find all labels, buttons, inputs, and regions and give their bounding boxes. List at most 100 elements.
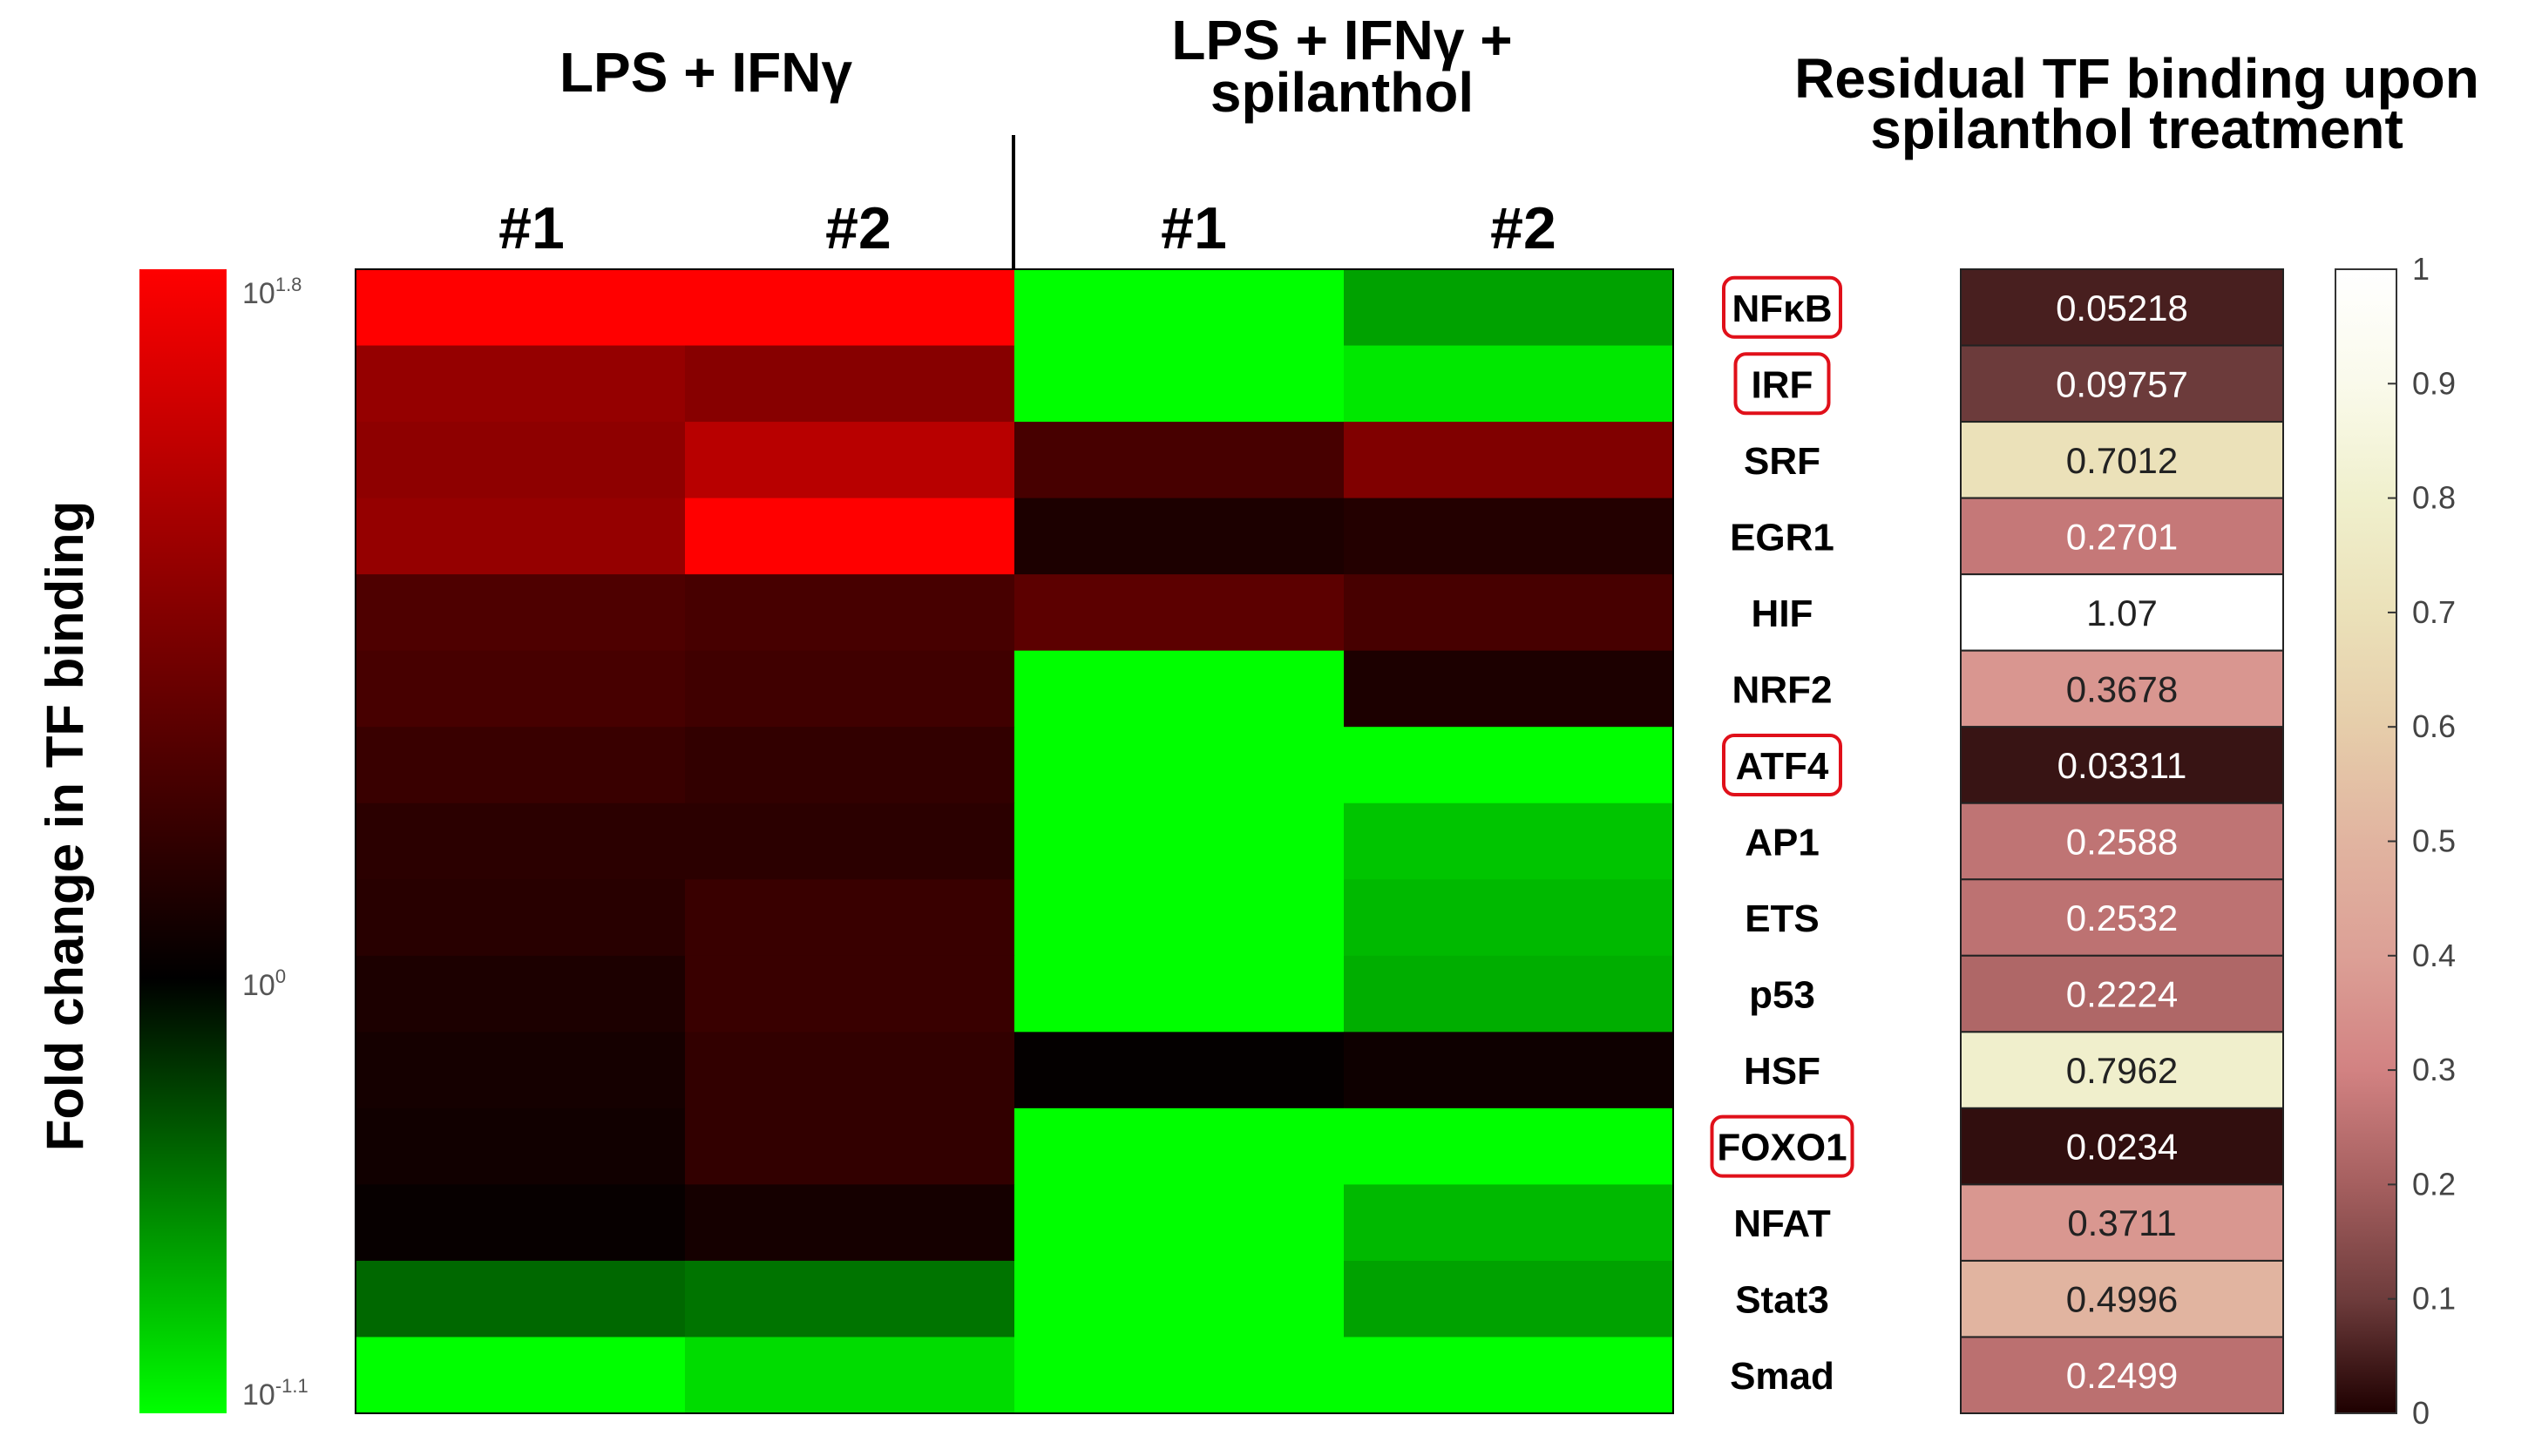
residual-cell xyxy=(1960,344,2284,423)
heatmap-cell xyxy=(1344,1184,1674,1262)
heatmap-cell xyxy=(685,498,1015,575)
heatmap-cell xyxy=(685,1260,1015,1337)
residual-value-label: 1.07 xyxy=(2086,593,2158,633)
heatmap-cell xyxy=(1014,422,1345,499)
residual-cell xyxy=(1960,1336,2284,1415)
row-label: EGR1 xyxy=(1730,516,1834,559)
heatmap-cell xyxy=(356,879,686,957)
heatmap-cell xyxy=(685,574,1015,652)
row-label: HSF xyxy=(1744,1050,1820,1093)
row-highlight-box xyxy=(1710,1114,1854,1178)
residual-value-label: 0.2224 xyxy=(2066,974,2178,1015)
heatmap-main xyxy=(355,268,1674,1414)
residual-cell xyxy=(1960,1183,2284,1262)
colorbar-right-tick-label: 0.2 xyxy=(2412,1166,2456,1202)
heatmap-cell xyxy=(1344,498,1674,575)
heatmap-cell xyxy=(1344,1337,1674,1414)
residual-value-label: 0.7962 xyxy=(2066,1050,2178,1091)
heatmap-cell xyxy=(356,955,686,1033)
heatmap-cell xyxy=(1014,955,1345,1033)
heatmap-cell xyxy=(1344,727,1674,804)
heatmap-cell xyxy=(1344,1260,1674,1337)
residual-value-label: 0.09757 xyxy=(2056,363,2188,404)
row-label: Stat3 xyxy=(1735,1279,1829,1322)
residual-title-line2: spilanthol treatment xyxy=(1870,98,2403,160)
heatmap-cell xyxy=(685,955,1015,1033)
group-header-lps-ifng: LPS + IFNγ xyxy=(559,41,853,104)
row-label: p53 xyxy=(1749,974,1815,1017)
heatmap-cell xyxy=(356,1337,686,1414)
heatmap-cell xyxy=(685,802,1015,880)
heatmap-cell xyxy=(1014,1107,1345,1185)
row-label: SRF xyxy=(1744,440,1820,483)
residual-cell xyxy=(1960,573,2284,652)
residual-title-line1: Residual TF binding upon xyxy=(1794,47,2479,110)
heatmap-cell xyxy=(1014,650,1345,728)
colorbar-left-label: Fold change in TF binding xyxy=(36,501,94,1152)
residual-value-label: 0.2701 xyxy=(2066,516,2178,557)
row-label: NFAT xyxy=(1733,1202,1831,1245)
heatmap-cell xyxy=(1344,422,1674,499)
heatmap-cell xyxy=(356,269,686,347)
heatmap-cell xyxy=(356,422,686,499)
heatmap-residual: 0.05218 0.09757 0.7012 0.2701 1.07 0.3678 0.03… xyxy=(1960,268,2284,1415)
heatmap-cell xyxy=(356,727,686,804)
heatmap-cell xyxy=(1014,727,1345,804)
row-label: IRF xyxy=(1752,363,1813,406)
row-label: ATF4 xyxy=(1736,745,1829,788)
heatmap-cell xyxy=(1014,1337,1345,1414)
heatmap-cell xyxy=(685,1032,1015,1109)
heatmap-cell xyxy=(685,269,1015,347)
row-label: ETS xyxy=(1745,897,1820,940)
col-header: #1 xyxy=(498,195,565,261)
heatmap-cell xyxy=(1344,802,1674,880)
residual-cell xyxy=(1960,1259,2284,1338)
heatmap-cell xyxy=(1014,1032,1345,1109)
heatmap-cell xyxy=(1344,955,1674,1033)
residual-value-label: 0.2499 xyxy=(2066,1355,2178,1396)
heatmap-cell xyxy=(685,879,1015,957)
colorbar-right-tick-label: 0.3 xyxy=(2412,1052,2456,1087)
residual-cell xyxy=(1960,421,2284,499)
group-header-spilanthol-line2: spilanthol xyxy=(1210,61,1474,124)
heatmap-cell xyxy=(1014,345,1345,423)
residual-value-label: 0.3711 xyxy=(2067,1202,2176,1243)
col-header: #1 xyxy=(1161,195,1227,261)
heatmap-cell xyxy=(356,345,686,423)
row-label: AP1 xyxy=(1745,822,1820,864)
colorbar-right-tick-label: 1 xyxy=(2412,251,2430,287)
row-labels: NFκB IRF SRF EGR1 HIF NRF2 ATF4 AP1 ETS p53 HSF FOX… xyxy=(1710,275,1854,1398)
residual-value-label: 0.2588 xyxy=(2066,822,2178,863)
colorbar-right-ticks: 0 0.1 0.2 0.3 0.4 0.5 0.6 0.7 0.8 0.9 1 xyxy=(2388,251,2456,1431)
colorbar-left-tick-top: 101.8 xyxy=(242,274,302,310)
heatmap-cell xyxy=(356,498,686,575)
heatmap-cell xyxy=(1014,498,1345,575)
heatmap-border xyxy=(355,268,1674,1414)
heatmap-cell xyxy=(685,345,1015,423)
row-highlight-box xyxy=(1722,275,1842,339)
heatmap-cell xyxy=(356,650,686,728)
heatmap-cell xyxy=(1344,269,1674,347)
heatmap-cell xyxy=(1014,574,1345,652)
svg-text:101.8: 101.8 xyxy=(242,274,302,310)
svg-text:10-1.1: 10-1.1 xyxy=(242,1375,308,1412)
row-label: NFκB xyxy=(1732,288,1833,330)
row-label: NRF2 xyxy=(1732,668,1833,711)
heatmap-cell xyxy=(1344,879,1674,957)
col-header: #2 xyxy=(825,195,891,261)
residual-value-label: 0.3678 xyxy=(2066,668,2178,709)
residual-cell xyxy=(1960,1031,2284,1109)
residual-cell xyxy=(1960,802,2284,881)
row-label: Smad xyxy=(1730,1355,1834,1398)
heatmap-cell xyxy=(1014,1260,1345,1337)
colorbar-right-tick-label: 0.9 xyxy=(2412,365,2456,401)
row-highlight-box xyxy=(1722,733,1842,796)
heatmap-cell xyxy=(356,802,686,880)
colorbar-left-tick-mid: 100 xyxy=(242,965,286,1002)
heatmap-cell xyxy=(1014,1184,1345,1262)
heatmap-cell xyxy=(685,727,1015,804)
colorbar-left-tick-bottom: 10-1.1 xyxy=(242,1375,308,1412)
colorbar-right-tick-label: 0.6 xyxy=(2412,708,2456,744)
row-highlight-box xyxy=(1733,352,1831,416)
